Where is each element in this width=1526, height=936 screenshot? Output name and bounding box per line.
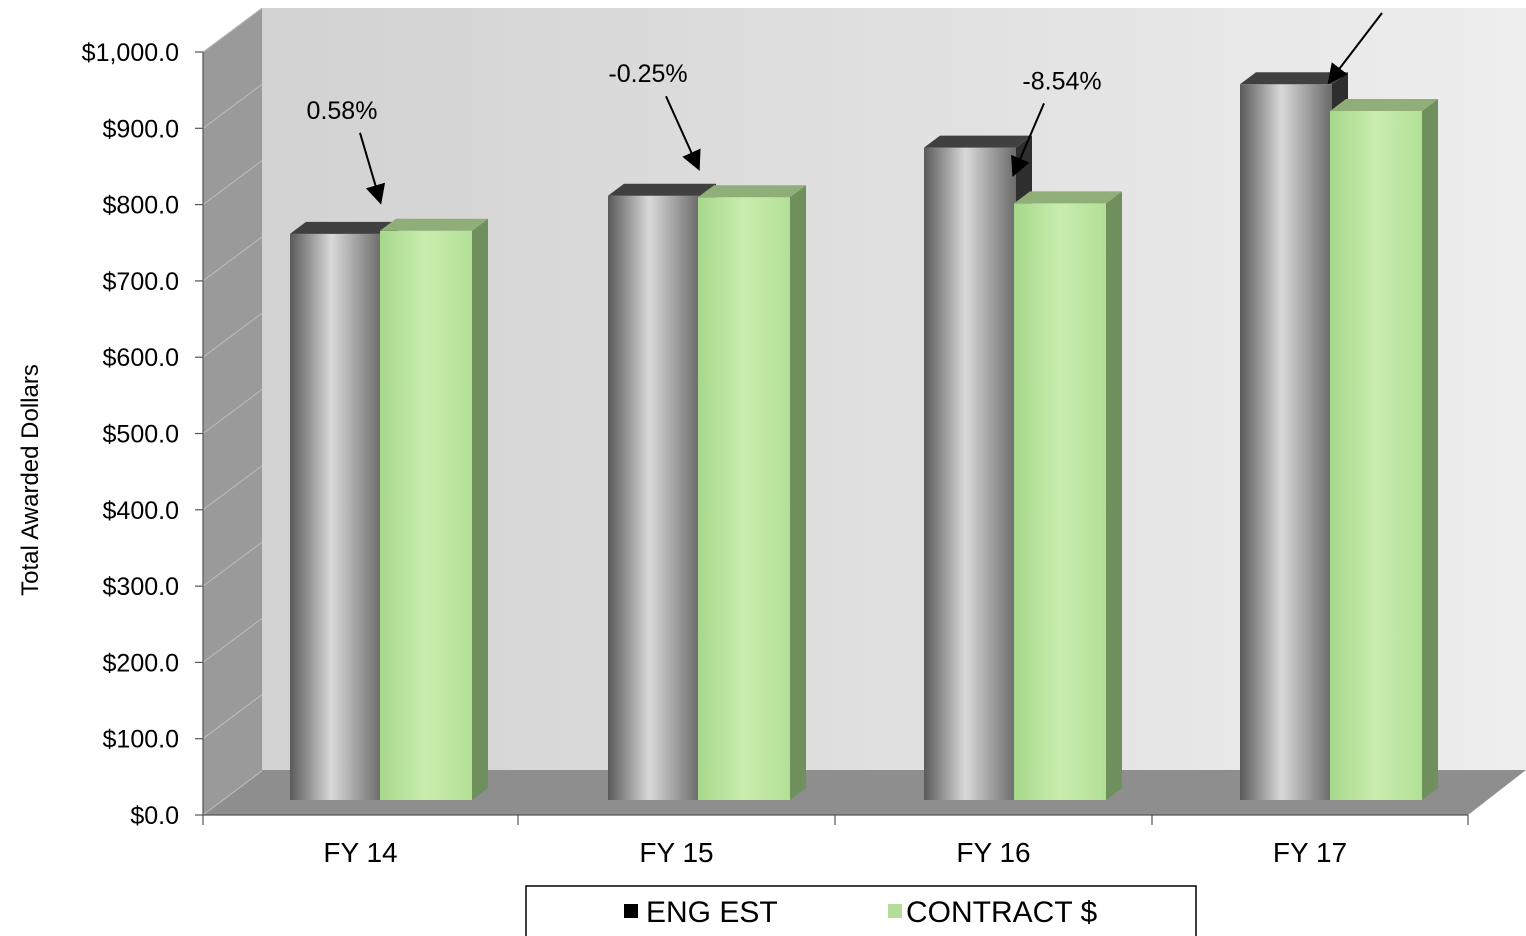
y-tick-label-0-0: $0.0 bbox=[130, 802, 179, 830]
bar-top-eng-est-fy-14 bbox=[290, 221, 398, 234]
x-tick-label-fy-16: FY 16 bbox=[956, 837, 1030, 868]
annotations-layer: 0.58% -0.25% -8.54% -3.68% bbox=[307, 0, 1440, 205]
gridline-1-000-0 bbox=[202, 7, 263, 53]
annotation-fy-14: 0.58% bbox=[307, 97, 378, 125]
bar-top-contract-fy-16 bbox=[1014, 191, 1122, 204]
legend-label-eng-est: ENG EST bbox=[646, 896, 778, 929]
gridline-200-0 bbox=[202, 617, 263, 663]
annotation-arrow-fy-14 bbox=[359, 132, 386, 205]
back-wall bbox=[262, 8, 1526, 770]
bars-layer bbox=[290, 72, 1438, 801]
y-tick-label-400-0: $400.0 bbox=[103, 497, 179, 525]
x-axis: FY 14 FY 15 FY 16 FY 17 bbox=[202, 814, 1469, 868]
bar-contract-fy-17 bbox=[1330, 111, 1422, 801]
y-tick-label-800-0: $800.0 bbox=[103, 192, 179, 220]
bar-top-contract-fy-15 bbox=[698, 185, 806, 198]
legend-swatch-contract bbox=[888, 904, 902, 918]
annotation-fy-15: -0.25% bbox=[608, 60, 687, 88]
floor bbox=[203, 770, 1526, 815]
bar-side-contract-fy-16 bbox=[1106, 191, 1122, 801]
y-tick-label-1-000-0: $1,000.0 bbox=[82, 39, 179, 67]
gridline-800-0 bbox=[202, 160, 263, 206]
side-wall-gridlines bbox=[202, 7, 263, 816]
annotation-arrow-fy-15 bbox=[665, 95, 701, 171]
bar-top-contract-fy-14 bbox=[380, 218, 488, 231]
legend: ENG EST CONTRACT $ bbox=[525, 885, 1197, 936]
bar-eng-est-fy-14 bbox=[290, 233, 382, 800]
bar-top-eng-est-fy-17 bbox=[1240, 72, 1348, 85]
bar-side-contract-fy-17 bbox=[1422, 99, 1438, 801]
bar-top-eng-est-fy-16 bbox=[924, 135, 1032, 148]
gridline-600-0 bbox=[202, 312, 263, 358]
y-axis-title: Total Awarded Dollars bbox=[17, 364, 44, 596]
annotation-arrow-fy-17 bbox=[1327, 12, 1383, 85]
y-tick-label-900-0: $900.0 bbox=[103, 115, 179, 143]
x-tick-label-fy-14: FY 14 bbox=[323, 837, 397, 868]
gridline-500-0 bbox=[202, 389, 263, 434]
gridline-300-0 bbox=[202, 541, 263, 587]
gridline-400-0 bbox=[202, 465, 263, 511]
y-tick-label-600-0: $600.0 bbox=[103, 344, 179, 372]
bar-side-contract-fy-15 bbox=[790, 185, 806, 801]
bar-top-contract-fy-17 bbox=[1330, 99, 1438, 112]
bar-contract-fy-16 bbox=[1014, 203, 1106, 801]
legend-swatch-eng-est bbox=[624, 904, 638, 918]
y-tick-label-300-0: $300.0 bbox=[103, 573, 179, 601]
x-tick-label-fy-15: FY 15 bbox=[639, 837, 713, 868]
x-tick-label-fy-17: FY 17 bbox=[1273, 837, 1347, 868]
y-tick-label-200-0: $200.0 bbox=[103, 649, 179, 677]
bar-side-contract-fy-14 bbox=[472, 218, 488, 800]
gridline-700-0 bbox=[202, 236, 263, 282]
bar-eng-est-fy-16 bbox=[924, 147, 1016, 800]
bar-eng-est-fy-17 bbox=[1240, 84, 1332, 800]
gridline-0-0 bbox=[202, 770, 263, 816]
gridline-900-0 bbox=[202, 83, 263, 129]
bar-eng-est-fy-15 bbox=[608, 195, 700, 801]
y-tick-label-500-0: $500.0 bbox=[103, 421, 179, 449]
gridline-100-0 bbox=[202, 694, 263, 740]
annotation-fy-17: -3.68% bbox=[1360, 0, 1439, 5]
y-axis: $0.0 $100.0 $200.0 $300.0 $400.0 $500.0 $600.0… bbox=[82, 39, 204, 830]
annotation-arrow-fy-16 bbox=[1011, 102, 1045, 178]
y-tick-label-100-0: $100.0 bbox=[103, 726, 179, 754]
bar-top-eng-est-fy-15 bbox=[608, 183, 716, 196]
bar-contract-fy-15 bbox=[698, 197, 790, 801]
bar-contract-fy-14 bbox=[380, 230, 472, 800]
annotation-fy-16: -8.54% bbox=[1022, 67, 1101, 95]
legend-label-contract: CONTRACT $ bbox=[906, 896, 1097, 929]
y-tick-label-700-0: $700.0 bbox=[103, 268, 179, 296]
